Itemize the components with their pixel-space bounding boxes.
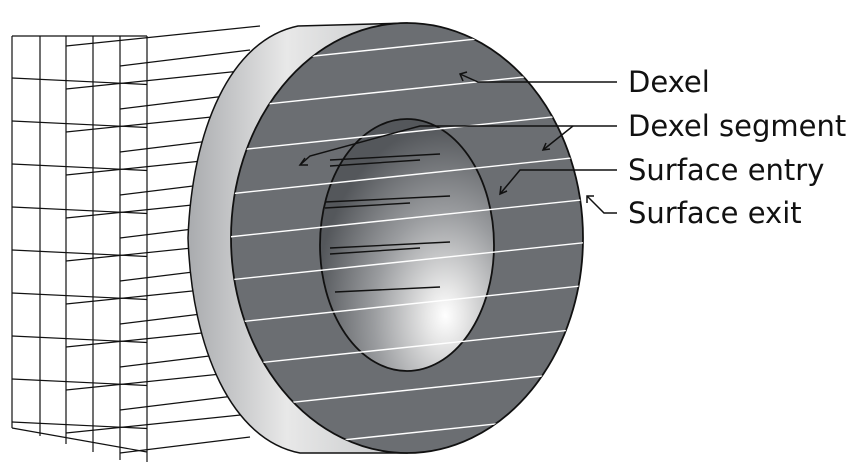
dexel-segment-arrowhead xyxy=(298,157,308,166)
bore-surface xyxy=(319,118,495,372)
dexel-line xyxy=(231,326,583,370)
dexel-arrowhead xyxy=(458,71,468,82)
grid-row-line xyxy=(11,77,148,86)
dexel-segment-line xyxy=(329,247,421,255)
surface-exit-leader xyxy=(586,195,617,214)
surface-entry-arrowhead xyxy=(499,185,508,196)
label-surface-entry: Surface entry xyxy=(628,153,824,187)
grid-row-line xyxy=(11,206,148,215)
grid-row-line xyxy=(11,120,148,129)
label-dexel-segment: Dexel segment xyxy=(628,109,846,143)
surface-entry-leader xyxy=(499,169,617,195)
dexel-segment-line xyxy=(324,195,451,203)
grid-ray-line xyxy=(65,25,261,47)
grid-ray-line xyxy=(65,68,261,90)
dexel-segment-line xyxy=(329,153,441,161)
grid-bottom-edge xyxy=(11,427,148,453)
grid-row-line xyxy=(11,163,148,172)
grid-ray-line xyxy=(119,436,251,454)
dexel-segment-line xyxy=(329,241,451,249)
grid-row-line xyxy=(11,335,148,344)
grid-row-line xyxy=(11,249,148,258)
dexel-line xyxy=(231,283,583,327)
grid-ray-line xyxy=(65,412,261,434)
dexel-line xyxy=(231,240,583,284)
dexel-segment-arrowhead-2 xyxy=(541,142,551,151)
dexel-line xyxy=(231,111,583,155)
dexel-segment-line xyxy=(329,159,421,167)
grid-row-line xyxy=(11,292,148,301)
grid-ray-line xyxy=(119,49,251,67)
dexel-line xyxy=(231,154,583,198)
callout-leaders xyxy=(298,71,617,214)
dexel-line xyxy=(200,456,600,462)
surface-exit-arrowhead xyxy=(586,195,594,203)
label-surface-exit: Surface exit xyxy=(628,196,802,230)
dexel-segment-line xyxy=(334,286,441,293)
dexel-line xyxy=(231,197,583,241)
dexel-segment-line xyxy=(324,202,411,209)
dexel-segment-leader xyxy=(299,125,617,166)
grid-row-line xyxy=(11,378,148,387)
dexel-segments xyxy=(324,153,451,293)
label-dexel: Dexel xyxy=(628,65,710,99)
dexel-leader xyxy=(459,73,617,83)
grid-row-line xyxy=(11,421,148,430)
dexel-segment-leader-2 xyxy=(542,125,574,151)
